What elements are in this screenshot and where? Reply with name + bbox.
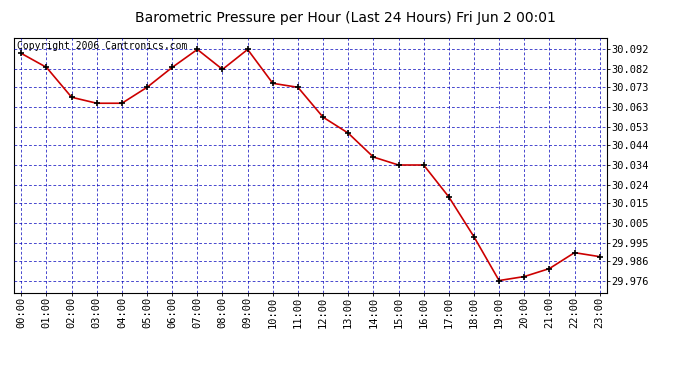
Text: Copyright 2006 Cantronics.com: Copyright 2006 Cantronics.com: [17, 41, 187, 51]
Text: Barometric Pressure per Hour (Last 24 Hours) Fri Jun 2 00:01: Barometric Pressure per Hour (Last 24 Ho…: [135, 11, 555, 25]
